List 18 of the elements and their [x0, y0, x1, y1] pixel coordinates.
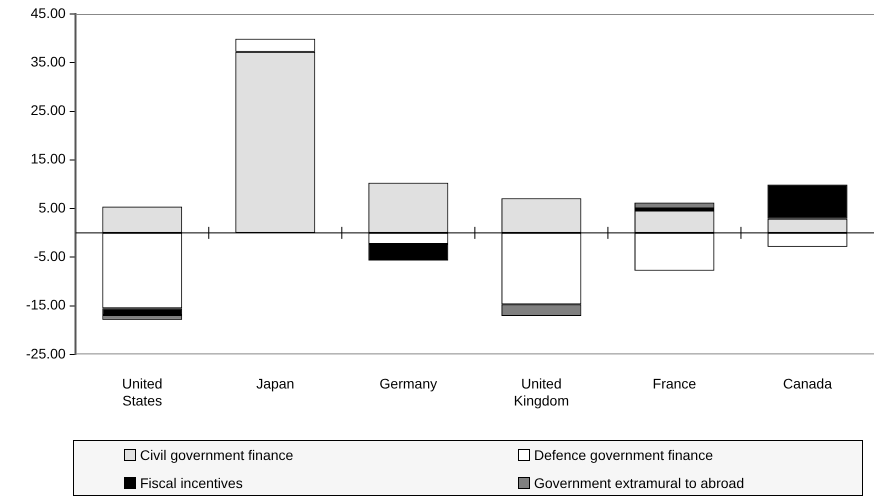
y-tick-label: 15.00 [30, 150, 66, 167]
legend-label: Defence government finance [534, 447, 713, 463]
y-tick-label: -25.00 [26, 345, 66, 362]
y-tick-label: 5.00 [38, 199, 66, 216]
y-tick-label: -15.00 [26, 296, 66, 313]
x-tick-label: Canada [782, 376, 832, 392]
legend-label: Civil government finance [140, 447, 294, 463]
y-tick-label: 45.00 [30, 4, 66, 21]
x-tick-label: United Kingdom [514, 376, 570, 408]
y-tick-label: -5.00 [34, 248, 66, 264]
x-tick-label: Germany [380, 376, 438, 392]
legend-label: Government extramural to abroad [534, 475, 744, 491]
y-tick-label: 35.00 [30, 53, 66, 70]
x-tick-label: United States [122, 376, 162, 408]
legend-label: Fiscal incentives [140, 475, 243, 491]
x-tick-label: Japan [256, 376, 294, 392]
y-tick-label: 25.00 [30, 102, 66, 118]
x-tick-label: France [652, 376, 696, 392]
